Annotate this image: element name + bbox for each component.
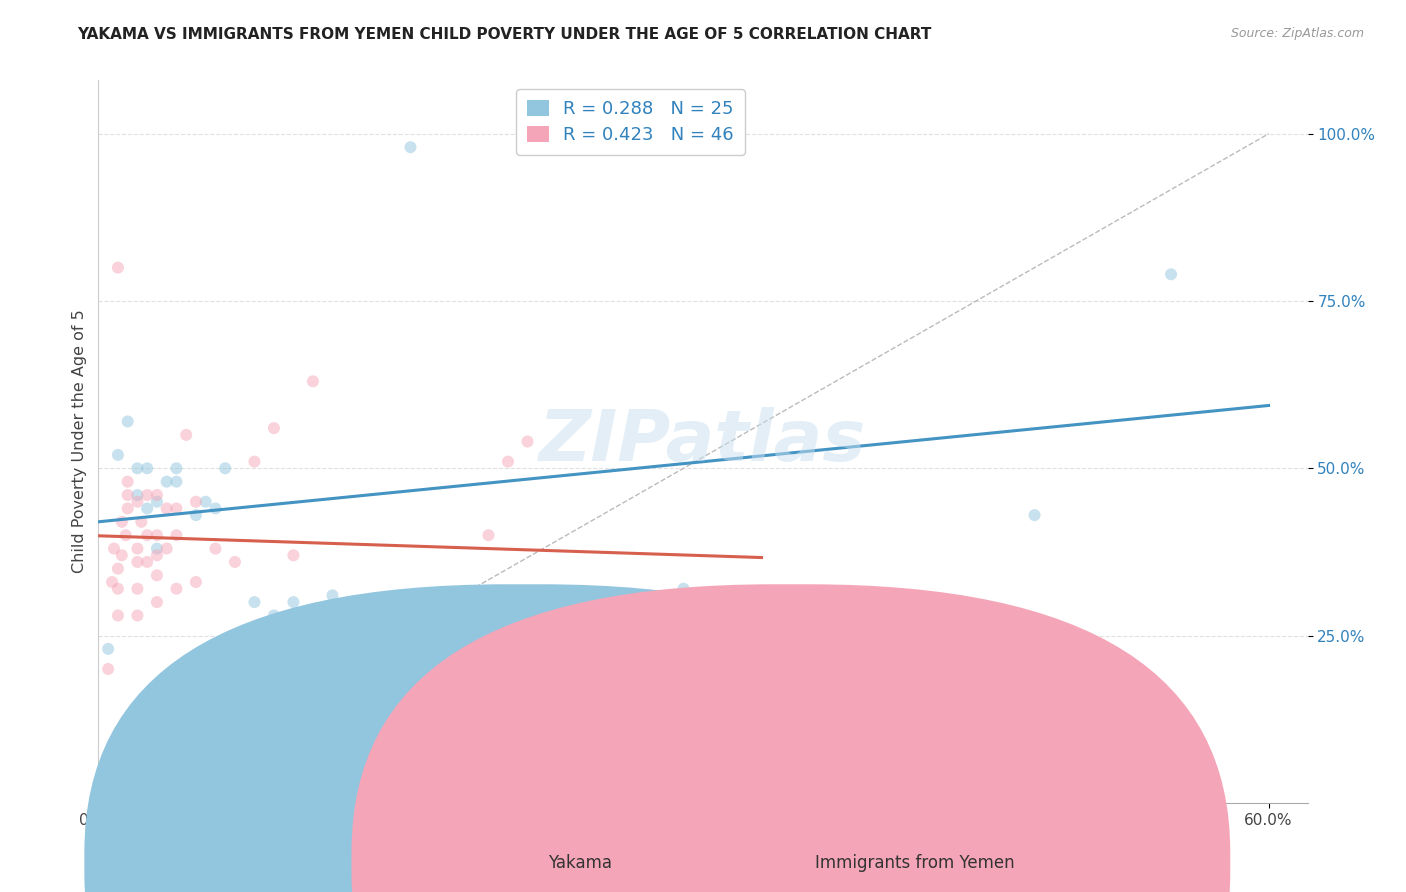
Point bbox=[184, 575, 207, 590]
Text: YAKAMA VS IMMIGRANTS FROM YEMEN CHILD POVERTY UNDER THE AGE OF 5 CORRELATION CHA: YAKAMA VS IMMIGRANTS FROM YEMEN CHILD PO… bbox=[77, 27, 932, 42]
Point bbox=[165, 501, 187, 516]
Point bbox=[107, 448, 129, 462]
Text: Yakama: Yakama bbox=[548, 855, 613, 872]
Point bbox=[146, 488, 169, 502]
Point bbox=[731, 782, 754, 797]
Point bbox=[165, 528, 187, 542]
Point bbox=[165, 461, 187, 475]
Text: ZIPatlas: ZIPatlas bbox=[540, 407, 866, 476]
Point bbox=[111, 548, 134, 563]
Point bbox=[146, 595, 169, 609]
Point bbox=[127, 608, 149, 623]
Point bbox=[214, 461, 236, 475]
Point bbox=[97, 662, 120, 676]
Text: Immigrants from Yemen: Immigrants from Yemen bbox=[815, 855, 1015, 872]
Point bbox=[131, 515, 153, 529]
Point bbox=[399, 140, 422, 154]
Point bbox=[97, 642, 120, 657]
Point bbox=[127, 488, 149, 502]
Point bbox=[136, 555, 159, 569]
Text: Source: ZipAtlas.com: Source: ZipAtlas.com bbox=[1230, 27, 1364, 40]
Point bbox=[127, 555, 149, 569]
Point bbox=[283, 595, 305, 609]
Point bbox=[97, 782, 120, 797]
Point bbox=[117, 414, 139, 429]
Point bbox=[496, 455, 519, 469]
Point bbox=[1160, 268, 1182, 282]
Point bbox=[165, 582, 187, 596]
Point bbox=[117, 475, 139, 489]
Point bbox=[127, 582, 149, 596]
Point bbox=[103, 541, 125, 556]
Point bbox=[127, 541, 149, 556]
Point bbox=[184, 508, 207, 523]
Point bbox=[111, 515, 134, 529]
Point bbox=[204, 501, 226, 516]
Point bbox=[156, 541, 179, 556]
Point bbox=[127, 494, 149, 508]
Point bbox=[194, 494, 217, 508]
Point bbox=[117, 488, 139, 502]
Point bbox=[283, 548, 305, 563]
Point bbox=[370, 662, 392, 676]
Point bbox=[146, 494, 169, 508]
Point bbox=[243, 595, 266, 609]
Point bbox=[114, 528, 136, 542]
Point bbox=[107, 582, 129, 596]
Point bbox=[107, 260, 129, 275]
Point bbox=[184, 494, 207, 508]
Y-axis label: Child Poverty Under the Age of 5: Child Poverty Under the Age of 5 bbox=[72, 310, 87, 574]
Point bbox=[204, 541, 226, 556]
Point bbox=[107, 608, 129, 623]
Point bbox=[101, 575, 124, 590]
Legend: R = 0.288   N = 25, R = 0.423   N = 46: R = 0.288 N = 25, R = 0.423 N = 46 bbox=[516, 89, 745, 154]
Point bbox=[477, 528, 499, 542]
Point bbox=[136, 501, 159, 516]
Point bbox=[146, 541, 169, 556]
Point bbox=[263, 608, 285, 623]
Point bbox=[302, 375, 325, 389]
Point bbox=[156, 501, 179, 516]
Point bbox=[263, 421, 285, 435]
Point bbox=[516, 434, 538, 449]
Point bbox=[174, 427, 197, 442]
Point bbox=[321, 589, 343, 603]
Point bbox=[146, 548, 169, 563]
Point bbox=[146, 568, 169, 582]
Point bbox=[117, 501, 139, 516]
Point bbox=[146, 528, 169, 542]
Point bbox=[127, 461, 149, 475]
Point bbox=[136, 461, 159, 475]
Point bbox=[672, 582, 695, 596]
Point bbox=[107, 562, 129, 576]
Point bbox=[224, 555, 246, 569]
Point bbox=[243, 455, 266, 469]
Point bbox=[136, 528, 159, 542]
Point bbox=[1024, 508, 1046, 523]
Point bbox=[156, 475, 179, 489]
Point bbox=[136, 488, 159, 502]
Point bbox=[165, 475, 187, 489]
